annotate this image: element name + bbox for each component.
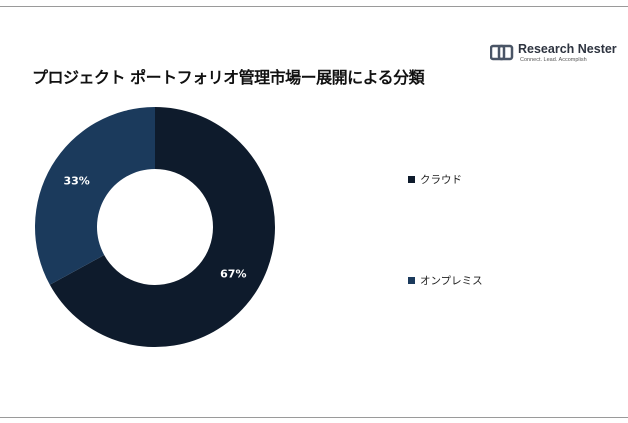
legend-label: クラウド bbox=[420, 174, 462, 186]
legend-item-on-premise: オンプレミス bbox=[408, 273, 483, 288]
slice-label: 67% bbox=[220, 267, 246, 280]
slice-label: 33% bbox=[64, 175, 90, 188]
legend-swatch bbox=[408, 277, 415, 284]
logo-tagline: Connect. Lead. Accomplish bbox=[520, 57, 587, 63]
slice-on-premise bbox=[34, 107, 155, 285]
logo-name: Research Nester bbox=[518, 42, 617, 56]
brand-logo: Research Nester Connect. Lead. Accomplis… bbox=[490, 42, 620, 68]
bottom-divider bbox=[0, 417, 628, 418]
research-nester-logo-icon bbox=[490, 44, 514, 61]
slice-cloud bbox=[49, 107, 275, 347]
legend-item-cloud: クラウド bbox=[408, 172, 462, 187]
chart-title: プロジェクト ポートフォリオ管理市場ー展開による分類 bbox=[32, 68, 425, 87]
top-divider bbox=[0, 6, 628, 7]
legend-swatch bbox=[408, 176, 415, 183]
legend-label: オンプレミス bbox=[420, 275, 483, 287]
